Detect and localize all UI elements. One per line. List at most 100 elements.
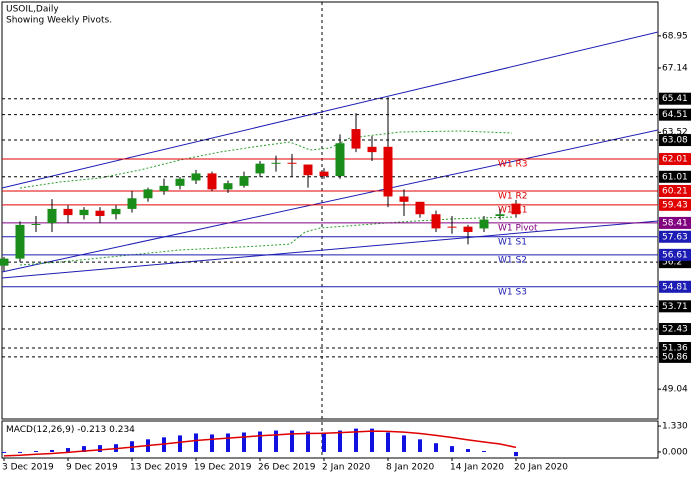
x-tick-label: 8 Jan 2020 <box>386 463 434 473</box>
y-tick-label: 67.14 <box>662 64 688 74</box>
candle-body <box>159 185 169 192</box>
macd-bar <box>370 428 374 452</box>
price-label: 61.01 <box>662 172 688 182</box>
macd-bar <box>2 451 6 453</box>
candle-body <box>111 208 121 215</box>
candle-body <box>335 143 345 177</box>
price-label: 56.2 <box>662 258 682 268</box>
y-tick-label: 68.95 <box>662 31 688 41</box>
candle-body <box>271 162 281 164</box>
macd-bar <box>290 430 294 452</box>
candle-body <box>511 203 521 215</box>
candle-body <box>63 208 73 216</box>
x-tick-label: 2 Jan 2020 <box>322 463 370 473</box>
price-box <box>659 248 691 261</box>
price-label: 58.41 <box>662 218 688 228</box>
signal-line <box>3 430 517 457</box>
candle-body <box>207 173 217 190</box>
macd-bar <box>354 428 358 452</box>
price-label: 57.63 <box>662 232 688 242</box>
macd-bar <box>482 450 486 452</box>
price-label: 62.01 <box>662 155 688 165</box>
pivot-name: W1 Pivot <box>498 223 538 233</box>
candle-body <box>127 198 137 209</box>
envelope <box>19 130 513 189</box>
macd-bar <box>98 445 102 452</box>
price-label: 65.41 <box>662 94 688 104</box>
macd-frame <box>1 420 659 459</box>
chart-title: USOIL,Daily <box>6 5 59 15</box>
macd-bar <box>82 446 86 452</box>
y-tick-label: 1.330 <box>662 422 688 432</box>
price-box <box>659 198 691 211</box>
price-box <box>659 350 691 363</box>
candle-body <box>463 226 473 232</box>
macd-bar <box>402 435 406 452</box>
candle-body <box>287 162 297 164</box>
price-box <box>659 216 691 229</box>
macd-bar <box>418 439 422 452</box>
candle-body <box>255 163 265 174</box>
channel-line <box>1 220 659 279</box>
macd-label: MACD(12,26,9) -0.213 0.234 <box>6 425 135 435</box>
macd-label-part: 0.234 <box>109 425 135 435</box>
x-tick-label: 13 Dec 2019 <box>130 463 188 473</box>
macd-bar <box>434 443 438 452</box>
pivot-name: W1 S1 <box>498 237 527 247</box>
macd-bar <box>322 432 326 452</box>
price-box <box>659 230 691 243</box>
channel-line <box>1 31 659 189</box>
price-box <box>659 153 691 166</box>
candle-body <box>351 129 361 149</box>
price-box <box>659 134 691 147</box>
macd-bar <box>66 448 70 452</box>
price-label: 56.61 <box>662 250 688 260</box>
candle-body <box>31 223 41 225</box>
pivot-name: W1 S3 <box>498 287 527 297</box>
candle-body <box>239 176 249 186</box>
y-tick-label: 49.04 <box>662 385 688 395</box>
x-tick-label: 3 Dec 2019 <box>2 463 54 473</box>
price-label: 52.43 <box>662 325 688 335</box>
price-label: 53.71 <box>662 302 688 312</box>
candle-body <box>495 214 505 217</box>
chart-subtitle: Showing Weekly Pivots. <box>6 16 112 26</box>
macd-bar <box>338 430 342 452</box>
price-label: 54.81 <box>662 282 688 292</box>
macd-bar <box>34 450 38 452</box>
price-label: 59.43 <box>662 200 688 210</box>
price-label: 51.36 <box>662 344 688 354</box>
x-tick-label: 14 Jan 2020 <box>450 463 504 473</box>
macd-bar <box>466 449 470 452</box>
candle-body <box>191 173 201 181</box>
macd-label-part: MACD(12,26,9) <box>6 425 74 435</box>
price-box <box>659 323 691 336</box>
price-box <box>659 170 691 183</box>
macd-bar <box>242 432 246 452</box>
candle-body <box>223 183 233 190</box>
price-label: 64.51 <box>662 110 688 120</box>
pivot-name: W1 R3 <box>498 160 527 170</box>
candle-body <box>79 209 89 216</box>
x-tick-label: 19 Dec 2019 <box>194 463 252 473</box>
main-frame <box>1 1 659 420</box>
candle-body <box>95 210 105 217</box>
candle-body <box>319 171 329 177</box>
x-tick-label: 20 Jan 2020 <box>514 463 568 473</box>
price-box <box>659 108 691 121</box>
candle-body <box>383 146 393 197</box>
channel-line <box>1 129 659 273</box>
x-tick-label: 9 Dec 2019 <box>66 463 118 473</box>
y-tick-label: 0.000 <box>662 447 688 457</box>
candle-body <box>15 224 25 259</box>
price-label: 60.21 <box>662 186 688 196</box>
price-box <box>659 184 691 197</box>
macd-bar <box>274 430 278 452</box>
macd-bar <box>178 435 182 452</box>
macd-bar <box>514 451 518 457</box>
macd-bar <box>50 450 54 452</box>
y-tick-label: 63.52 <box>662 128 688 138</box>
candle-body <box>431 214 441 229</box>
macd-bar <box>210 434 214 452</box>
